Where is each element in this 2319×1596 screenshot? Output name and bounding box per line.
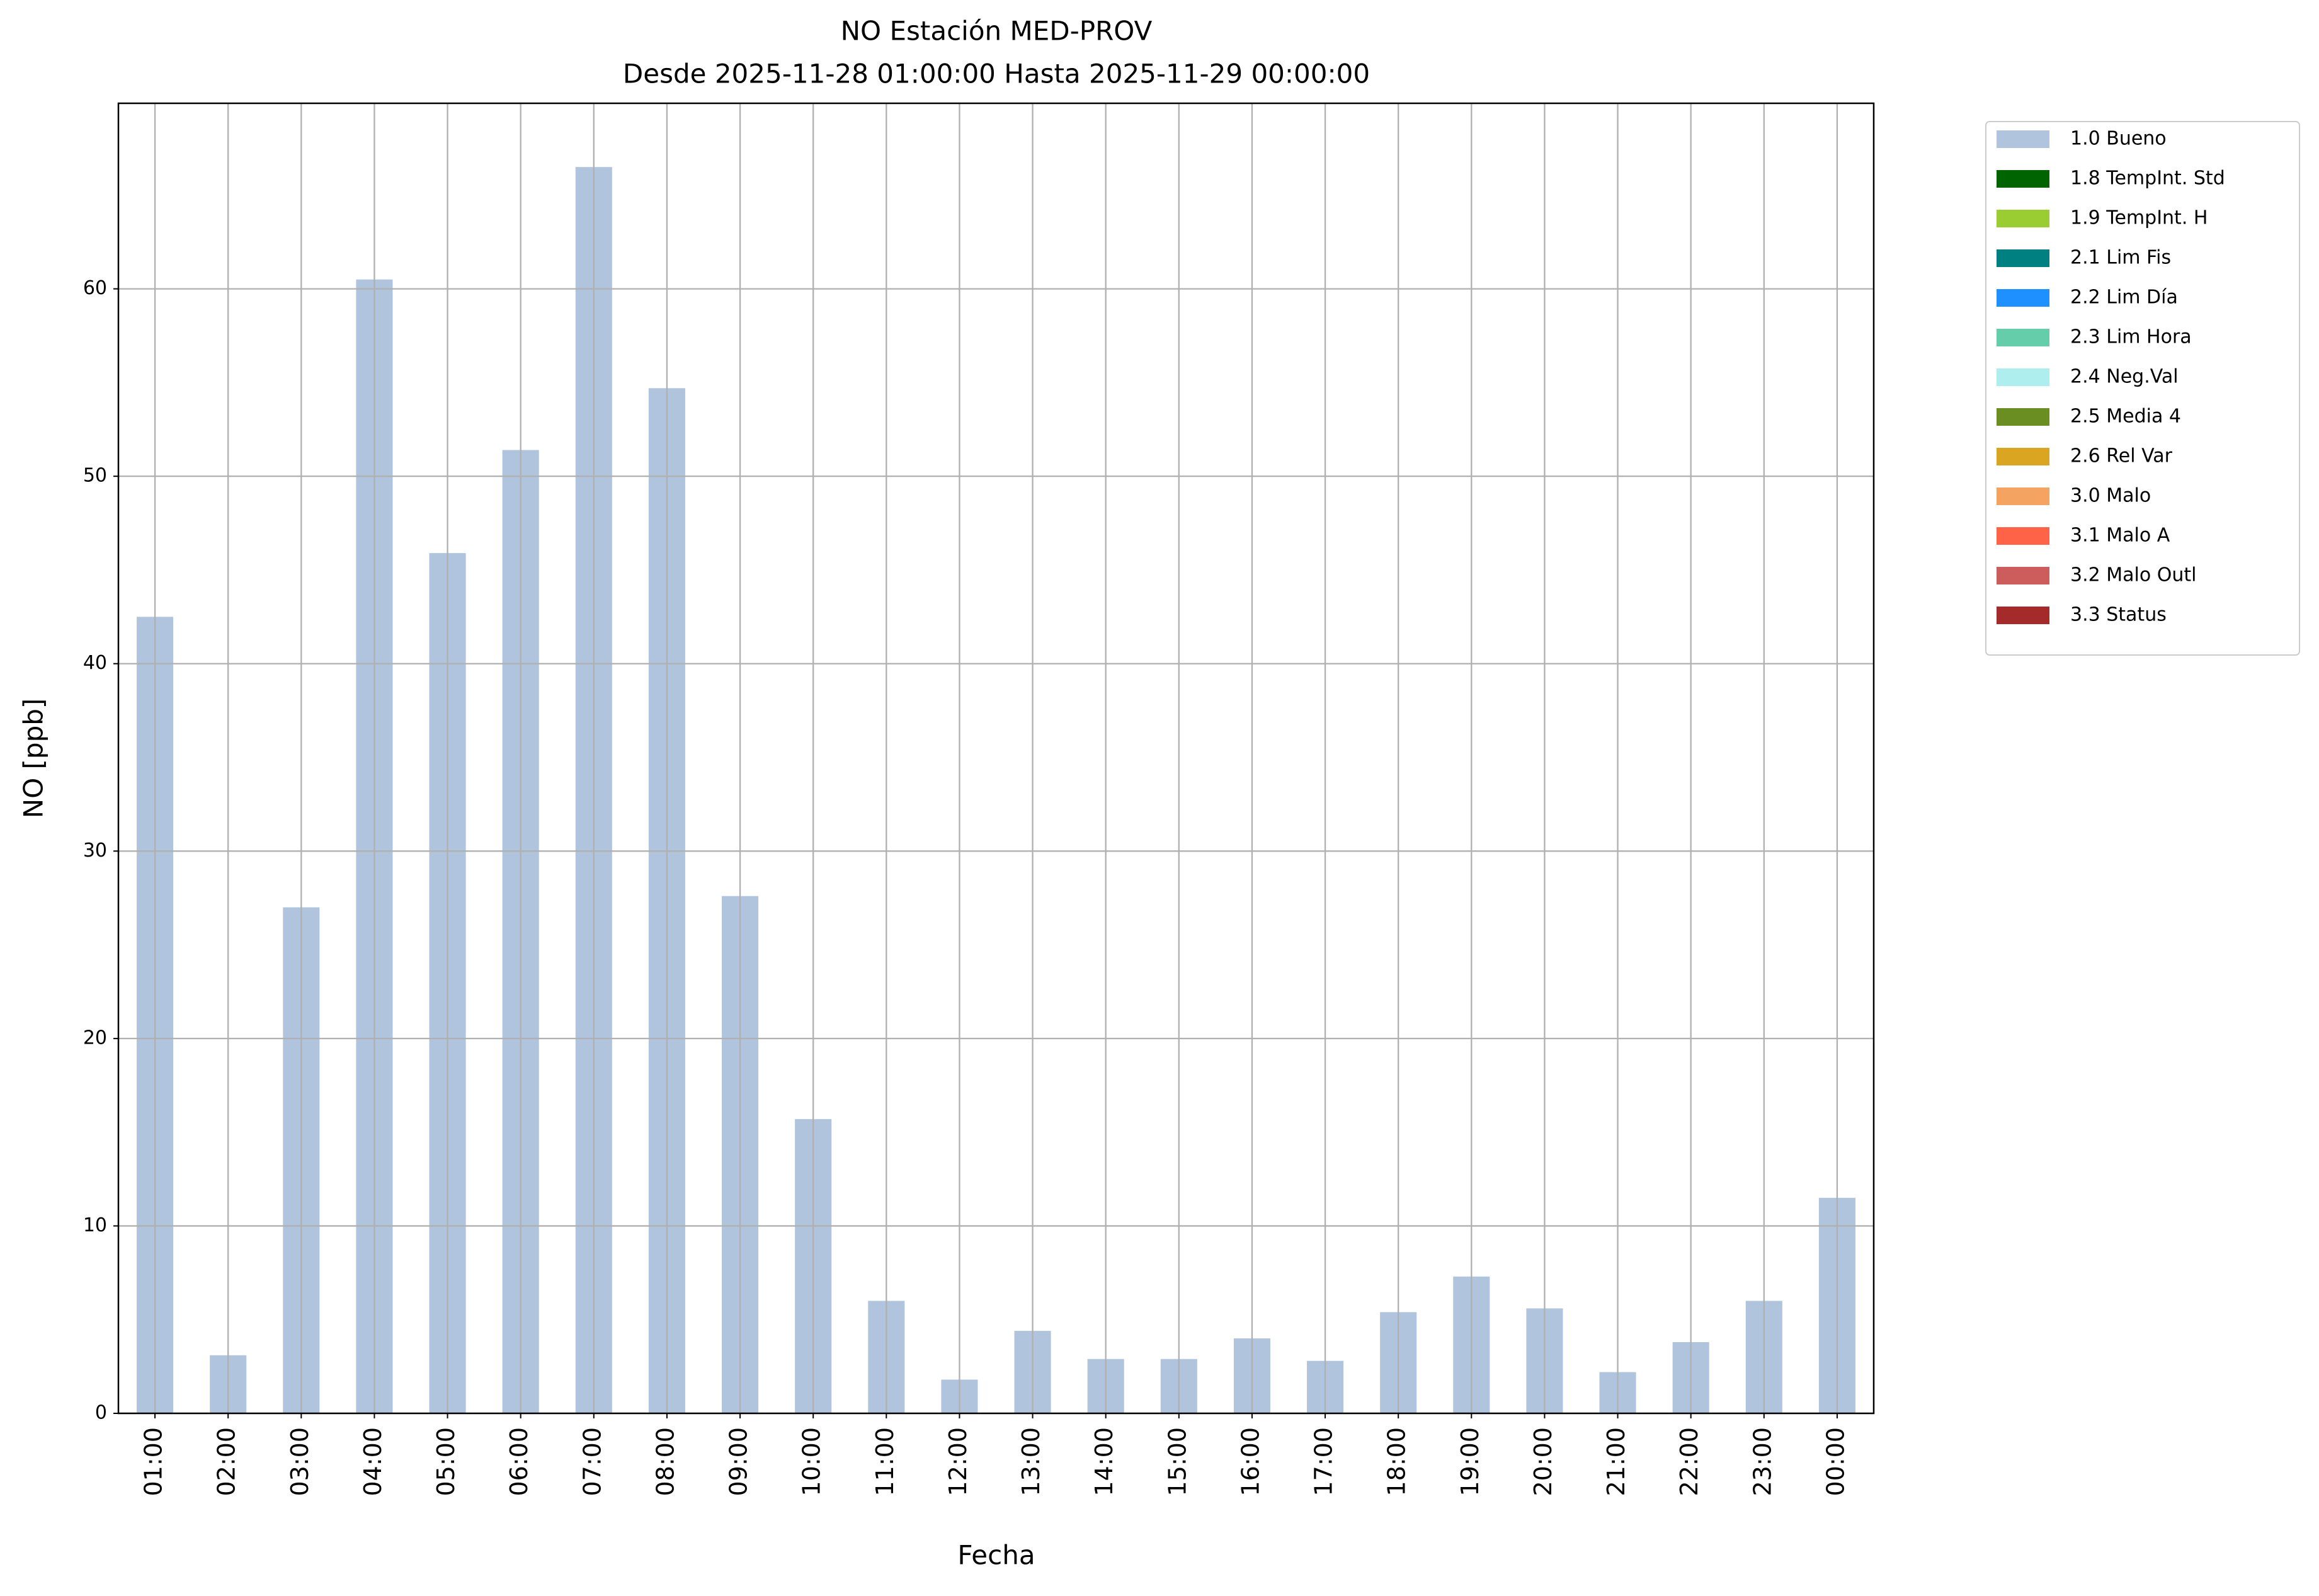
legend-label: 1.8 TempInt. Std xyxy=(2070,168,2225,190)
x-tick-label: 22:00 xyxy=(1675,1427,1703,1496)
y-tick-label: 60 xyxy=(83,277,107,299)
legend-label: 3.3 Status xyxy=(2070,604,2167,626)
x-tick-label: 07:00 xyxy=(578,1427,606,1496)
chart-title: NO Estación MED-PROV xyxy=(841,16,1153,47)
y-tick-label: 40 xyxy=(83,652,107,674)
legend-swatch xyxy=(1997,130,2049,148)
x-tick-label: 00:00 xyxy=(1821,1427,1849,1496)
x-tick-label: 12:00 xyxy=(944,1427,972,1496)
legend-swatch xyxy=(1997,249,2049,267)
x-tick-label: 13:00 xyxy=(1017,1427,1045,1496)
x-tick-label: 19:00 xyxy=(1456,1427,1484,1496)
legend-label: 2.1 Lim Fis xyxy=(2070,247,2171,269)
x-tick-label: 05:00 xyxy=(432,1427,460,1496)
x-tick-label: 23:00 xyxy=(1748,1427,1776,1496)
legend-box xyxy=(1985,121,2300,656)
legend-label: 2.3 Lim Hora xyxy=(2070,326,2192,348)
y-tick-label: 30 xyxy=(83,840,107,862)
y-tick-label: 50 xyxy=(83,465,107,487)
x-tick-label: 14:00 xyxy=(1090,1427,1118,1496)
legend-label: 3.0 Malo xyxy=(2070,485,2151,507)
x-tick-label: 10:00 xyxy=(798,1427,826,1496)
x-tick-label: 20:00 xyxy=(1529,1427,1557,1496)
legend-swatch xyxy=(1997,368,2049,386)
legend-label: 1.0 Bueno xyxy=(2070,128,2167,150)
y-tick-label: 10 xyxy=(83,1214,107,1236)
legend-swatch xyxy=(1997,170,2049,188)
x-tick-label: 21:00 xyxy=(1602,1427,1630,1496)
x-tick-label: 17:00 xyxy=(1310,1427,1338,1496)
legend-swatch xyxy=(1997,607,2049,624)
legend-label: 2.6 Rel Var xyxy=(2070,445,2173,467)
y-tick-label: 20 xyxy=(83,1027,107,1049)
x-axis-label: Fecha xyxy=(957,1540,1035,1571)
legend-swatch xyxy=(1997,448,2049,465)
x-tick-label: 09:00 xyxy=(725,1427,753,1496)
chart-subtitle: Desde 2025-11-28 01:00:00 Hasta 2025-11-… xyxy=(623,59,1370,89)
legend-swatch xyxy=(1997,210,2049,227)
legend-label: 1.9 TempInt. H xyxy=(2070,207,2208,229)
x-tick-label: 18:00 xyxy=(1383,1427,1411,1496)
plot-frame xyxy=(117,102,1875,1415)
legend-label: 2.4 Neg.Val xyxy=(2070,366,2179,388)
legend-swatch xyxy=(1997,527,2049,545)
legend-swatch xyxy=(1997,567,2049,584)
legend-label: 2.2 Lim Día xyxy=(2070,287,2178,309)
x-tick-label: 03:00 xyxy=(286,1427,314,1496)
x-tick-label: 04:00 xyxy=(359,1427,387,1496)
x-tick-label: 08:00 xyxy=(651,1427,679,1496)
x-tick-label: 11:00 xyxy=(871,1427,899,1496)
legend-label: 3.1 Malo A xyxy=(2070,525,2170,547)
x-tick-label: 01:00 xyxy=(140,1427,168,1496)
y-tick-label: 0 xyxy=(95,1402,107,1424)
x-tick-label: 16:00 xyxy=(1236,1427,1264,1496)
y-axis-label: NO [ppb] xyxy=(18,698,49,819)
legend-swatch xyxy=(1997,487,2049,505)
legend-swatch xyxy=(1997,289,2049,307)
legend-label: 3.2 Malo Outl xyxy=(2070,564,2196,586)
legend-label: 2.5 Media 4 xyxy=(2070,406,2181,428)
x-tick-label: 02:00 xyxy=(213,1427,241,1496)
legend-swatch xyxy=(1997,408,2049,426)
x-tick-label: 15:00 xyxy=(1163,1427,1191,1496)
x-tick-label: 06:00 xyxy=(505,1427,533,1496)
legend-swatch xyxy=(1997,329,2049,346)
